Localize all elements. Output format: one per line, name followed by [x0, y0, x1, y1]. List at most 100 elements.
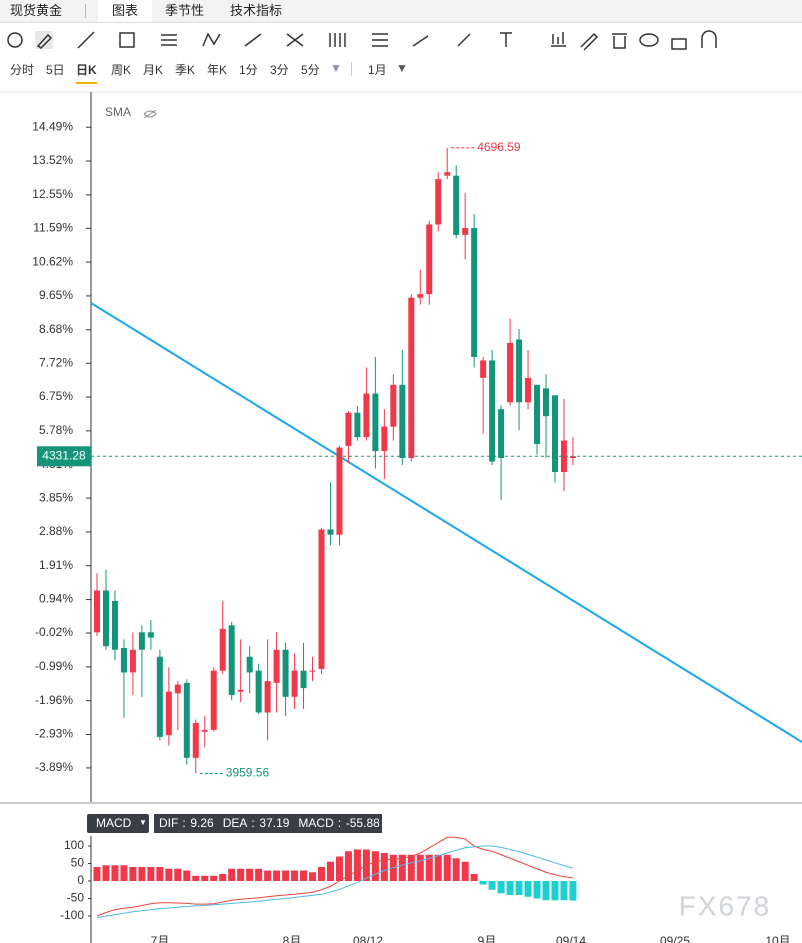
tab[interactable]: 技术指标 [230, 3, 283, 18]
tool-icon[interactable] [286, 33, 304, 47]
candle-body [390, 384, 397, 427]
dropdown-arrow[interactable]: ▼ [396, 61, 408, 75]
tab[interactable]: 季节性 [165, 3, 205, 18]
candle-body [543, 388, 549, 417]
candle-body [489, 360, 496, 462]
macd-bar [120, 865, 128, 882]
tab-active[interactable]: 图表 [98, 0, 152, 22]
tool-icon[interactable] [329, 33, 346, 47]
candle-body [183, 682, 190, 758]
candle-body [210, 670, 217, 730]
candle-body [300, 670, 307, 689]
macd-bar [219, 874, 227, 882]
tab[interactable]: 现货黄金 [10, 3, 63, 18]
macd-bar [93, 867, 101, 882]
candle-body [471, 227, 478, 357]
tool-icon[interactable] [551, 32, 566, 47]
macd-bar [461, 861, 469, 882]
macd-bar [560, 881, 568, 901]
macd-bar [174, 868, 182, 882]
macd-tag-bg [87, 814, 149, 833]
candle-body [201, 729, 208, 732]
toolbar [7, 30, 717, 51]
tool-icon[interactable] [500, 32, 512, 47]
macd-bar [515, 881, 523, 896]
macd-bar [318, 867, 325, 882]
tool-icon[interactable] [701, 30, 717, 48]
candle-body [372, 393, 379, 452]
macd-bar [470, 874, 478, 882]
period[interactable]: 月K [143, 63, 164, 77]
y-tick-label: 13.52% [32, 153, 73, 167]
macd-sep: : [182, 816, 185, 830]
macd-bar [273, 870, 281, 882]
period[interactable]: 年K [207, 63, 228, 77]
macd-line [96, 836, 573, 917]
macd-series-name: MACD [298, 816, 334, 830]
macd-dropdown: ▼ [139, 818, 147, 827]
period[interactable]: 周K [111, 63, 132, 77]
y-tick-label: 2.88% [39, 524, 73, 538]
tool-icon[interactable] [457, 33, 471, 47]
high-price: 4696.59 [477, 140, 521, 154]
x-tick-label: 10月 [765, 934, 790, 943]
tool-icon[interactable] [671, 38, 687, 50]
y-tick-label: 10.62% [32, 254, 73, 268]
candle-body [291, 670, 298, 697]
macd-name: MACD [96, 816, 132, 830]
tool-icon[interactable] [412, 35, 429, 47]
tool-icon[interactable] [639, 33, 659, 47]
hide-icon[interactable] [143, 109, 157, 119]
macd-bar [407, 854, 415, 882]
macd-bar [398, 854, 406, 882]
period[interactable]: 季K [175, 63, 196, 77]
period[interactable]: 分时 [10, 63, 35, 77]
y-tick-label: -1.96% [35, 693, 73, 707]
dropdown-arrow[interactable]: ▼ [330, 61, 342, 75]
period[interactable]: 5分 [301, 63, 320, 77]
macd-bar [102, 865, 110, 882]
period[interactable]: 1分 [239, 63, 258, 77]
macd-bar [111, 865, 119, 882]
tool-icon[interactable] [612, 33, 627, 49]
candle-body [120, 648, 127, 673]
macd-tick-label: 100 [64, 838, 84, 852]
tool-icon[interactable] [7, 32, 23, 48]
macd-bar [416, 854, 424, 882]
candle-body [264, 681, 271, 713]
candle-body [507, 342, 514, 403]
x-tick-label: 09/25 [660, 934, 690, 943]
period[interactable]: 5日 [46, 63, 65, 77]
macd-series-value: 37.19 [259, 816, 289, 830]
candle-body [237, 689, 244, 692]
tool-icon[interactable] [36, 33, 53, 49]
macd-bar [192, 875, 200, 882]
tool-icon[interactable] [77, 31, 95, 49]
candle-body [462, 227, 469, 235]
period[interactable]: 1月 [368, 63, 387, 77]
period[interactable]: 3分 [270, 63, 289, 77]
macd-bar [138, 867, 146, 882]
tool-icon[interactable] [119, 32, 135, 48]
y-tick-label: 11.59% [33, 220, 73, 234]
candle-body [255, 670, 262, 713]
macd-sep: : [251, 816, 254, 830]
macd-series-value: 9.26 [190, 816, 214, 830]
separator [85, 4, 86, 18]
macd-bar [255, 868, 263, 882]
last-price-tag [37, 446, 91, 467]
tool-icon[interactable] [202, 32, 221, 47]
macd-bar [246, 868, 254, 882]
tool-icon[interactable] [580, 32, 599, 51]
y-tick-label: -0.02% [35, 625, 73, 639]
macd-tick-label: -100 [60, 908, 84, 922]
tool-icon[interactable] [372, 33, 388, 47]
indicator-label: SMA [105, 105, 131, 119]
tool-icon[interactable] [161, 34, 177, 46]
y-tick-label: -2.93% [35, 727, 73, 741]
tool-icon[interactable] [244, 33, 262, 47]
x-tick-label: 9月 [478, 934, 497, 943]
period-active[interactable]: 日K [76, 61, 97, 84]
y-tick-label: 5.78% [39, 423, 73, 437]
